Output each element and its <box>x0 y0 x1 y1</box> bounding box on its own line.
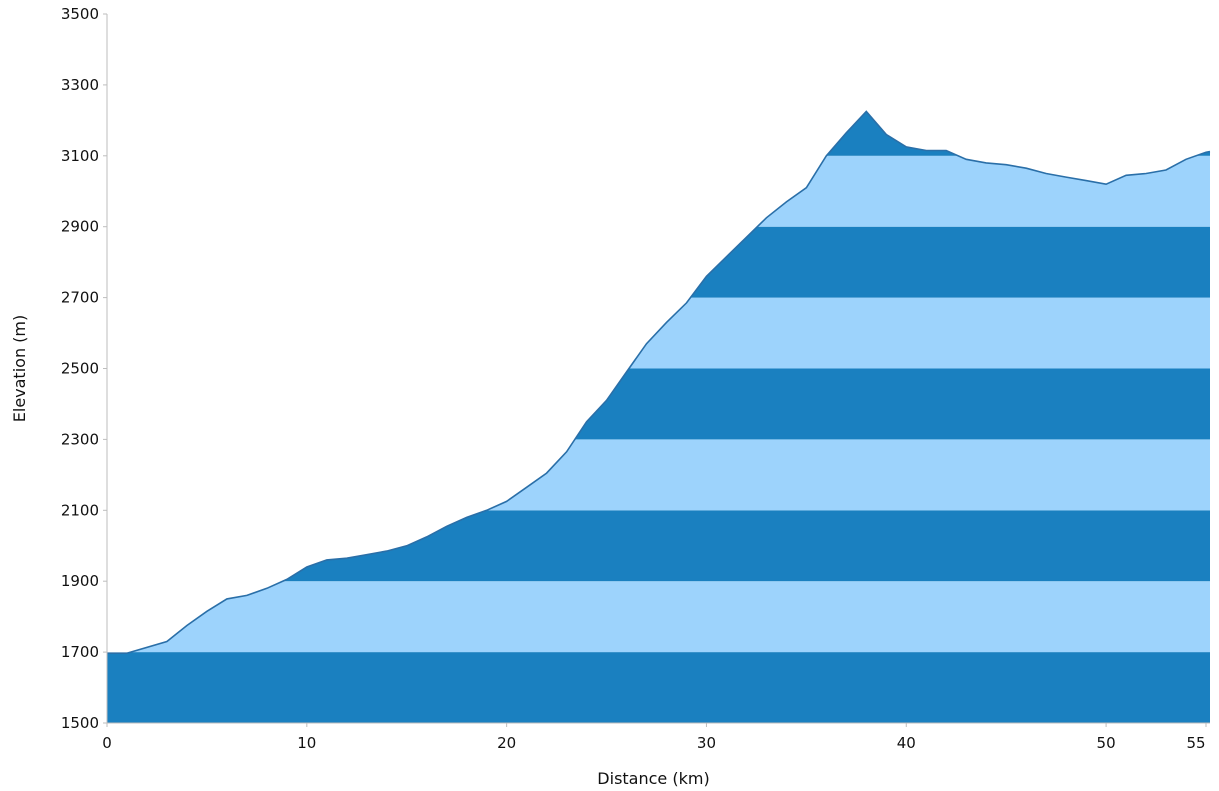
elevation-band <box>107 297 1210 369</box>
y-tick-label: 3100 <box>61 147 99 165</box>
x-axis-ticks: 0 10 20 30 40 50 55 <box>102 723 1207 752</box>
y-tick-label: 2700 <box>61 289 99 307</box>
elevation-band <box>107 439 1210 511</box>
x-tick-label: 40 <box>897 734 916 752</box>
x-tick-label: 20 <box>497 734 516 752</box>
elevation-band <box>107 155 1210 227</box>
y-tick-label: 3300 <box>61 76 99 94</box>
y-axis-ticks: 1500 1700 1900 2100 2300 2500 2700 2900 3100 3300… <box>61 5 107 732</box>
x-tick-label: 0 <box>102 734 112 752</box>
x-tick-label: 30 <box>697 734 716 752</box>
y-tick-label: 1700 <box>61 643 99 661</box>
elevation-band <box>107 652 1210 723</box>
elevation-profile-line <box>107 110 1211 654</box>
y-tick-label: 3500 <box>61 5 99 23</box>
elevation-band <box>107 510 1210 582</box>
y-tick-label: 2500 <box>61 360 99 378</box>
elevation-bands <box>107 14 1210 723</box>
x-tick-label: 10 <box>297 734 316 752</box>
elevation-band <box>107 581 1210 653</box>
elevation-band <box>107 368 1210 440</box>
y-tick-label: 1900 <box>61 572 99 590</box>
y-tick-label: 2900 <box>61 218 99 236</box>
y-tick-label: 2300 <box>61 430 99 448</box>
elevation-band <box>107 111 1210 156</box>
x-tick-label: 55 <box>1186 734 1205 752</box>
y-axis-title: Elevation (m) <box>10 315 29 422</box>
x-tick-label: 50 <box>1097 734 1116 752</box>
x-axis-title: Distance (km) <box>597 769 709 788</box>
y-tick-label: 2100 <box>61 501 99 519</box>
elevation-band <box>107 14 1210 85</box>
elevation-band <box>107 226 1210 298</box>
y-tick-label: 1500 <box>61 714 99 732</box>
